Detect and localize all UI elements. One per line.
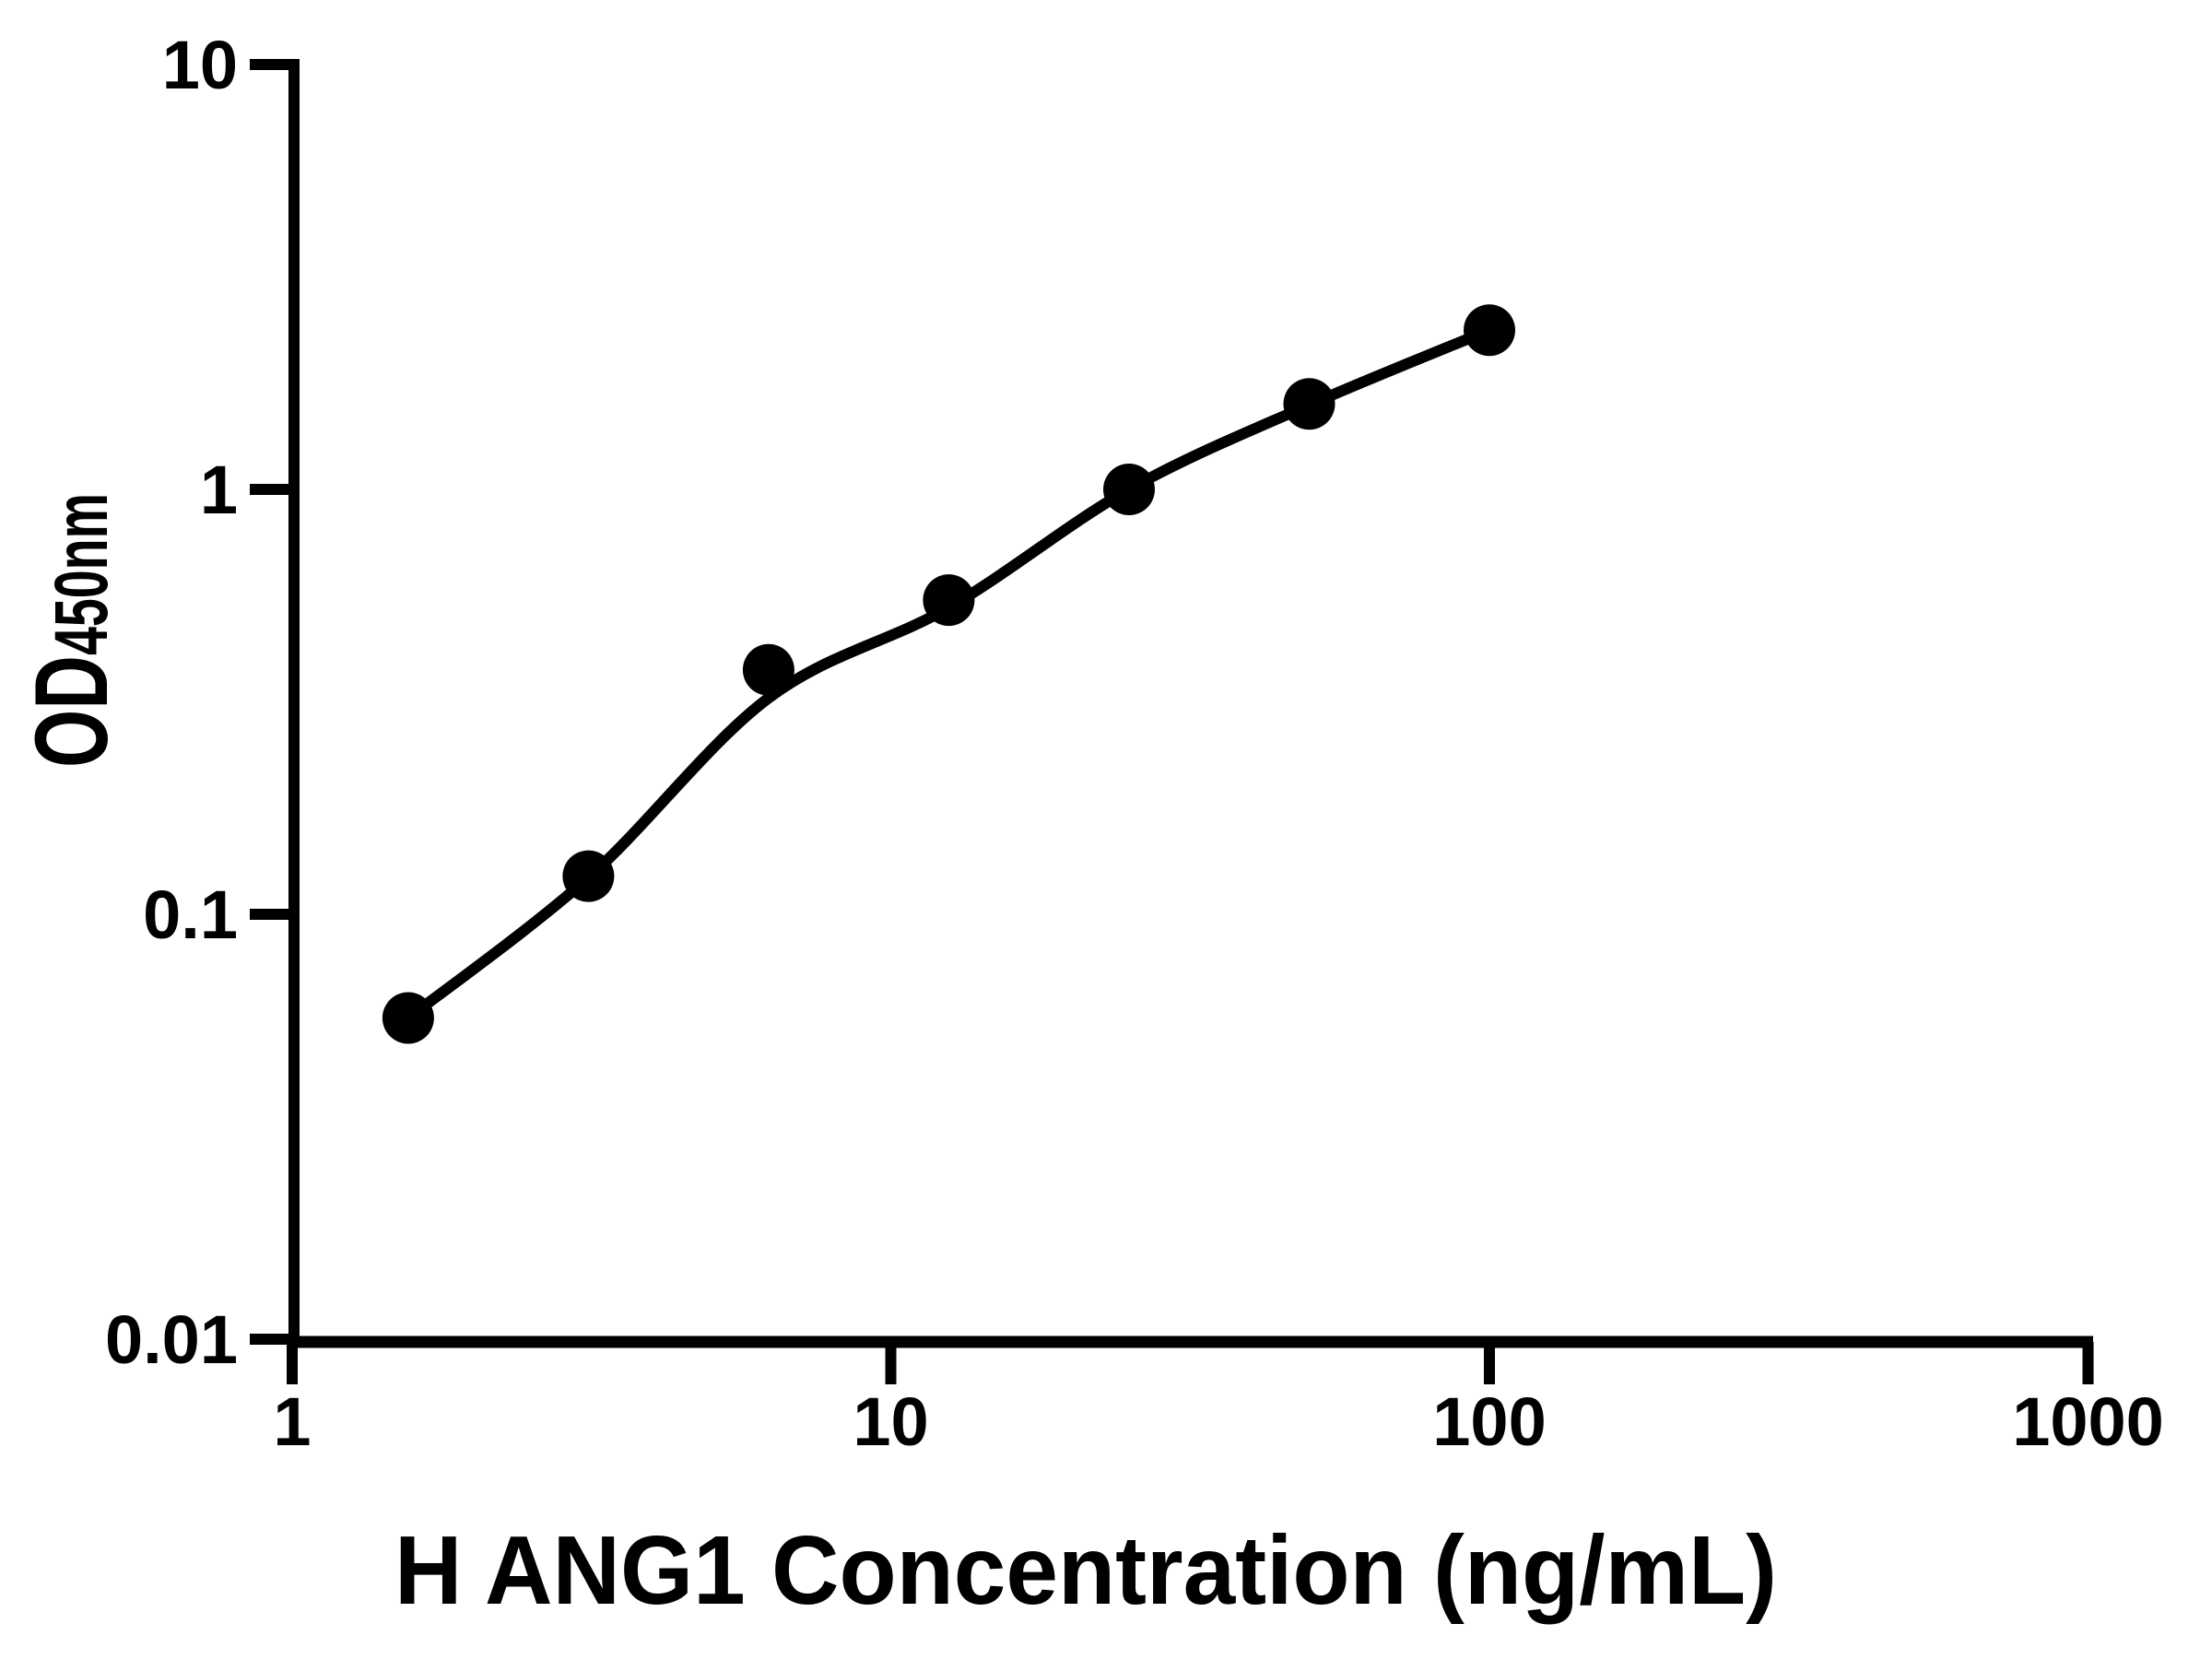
y-tick-label: 0.01: [105, 1301, 238, 1378]
y-tick-label: 0.1: [143, 877, 238, 953]
y-tick-label: 1: [200, 452, 238, 528]
y-tick-label: 10: [162, 27, 238, 103]
x-tick-label: 1000: [2012, 1383, 2164, 1460]
y-axis-title-subscript: 450nm: [40, 493, 124, 655]
y-axis-title-main: OD: [14, 655, 129, 768]
x-tick-label: 10: [853, 1383, 928, 1460]
fit-curve: [402, 324, 1495, 1024]
x-tick-label: 1: [273, 1383, 311, 1460]
data-point: [1464, 304, 1515, 357]
data-point: [742, 643, 794, 696]
data-point: [382, 992, 434, 1044]
axes: [288, 59, 2093, 1348]
x-tick-label: 100: [1432, 1383, 1546, 1460]
y-axis-title: OD450nm: [14, 493, 129, 768]
plot-area: [382, 304, 1515, 1044]
data-point: [562, 850, 615, 902]
data-point: [923, 574, 975, 627]
data-point: [1283, 378, 1335, 430]
data-point: [1103, 464, 1155, 515]
x-axis-ticks: 1 10 100 1000: [273, 1342, 2164, 1460]
x-axis-title: H ANG1 Concentration (ng/mL): [394, 1516, 1777, 1625]
y-axis-ticks: 10 1 0.1 0.01: [105, 27, 294, 1378]
